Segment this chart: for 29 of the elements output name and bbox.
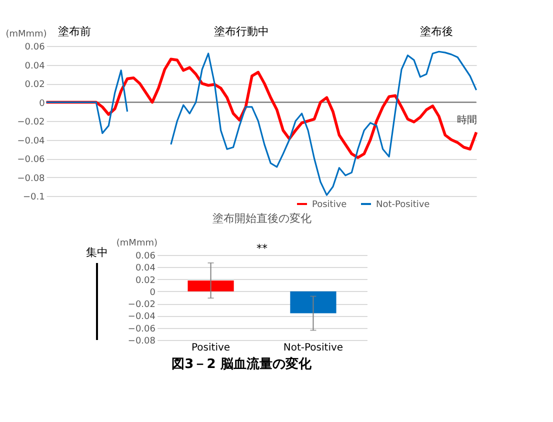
- text: 塗布前: [58, 25, 91, 38]
- y-tick-label: −0.1: [22, 192, 45, 202]
- chart-title: 塗布開始直後の変化: [212, 212, 312, 225]
- y-tick-label: 0.04: [135, 264, 156, 274]
- y-tick-label: −0.06: [17, 155, 46, 165]
- text: **: [256, 242, 268, 255]
- y-tick-label: −0.06: [128, 324, 156, 334]
- y-tick-label: −0.04: [17, 136, 46, 146]
- x-axis-title: 時間: [456, 114, 477, 126]
- y-tick-label: −0.08: [17, 174, 46, 184]
- caption: 図3－2 脳血流量の変化: [172, 356, 312, 372]
- y-tick-label: −0.04: [128, 312, 156, 322]
- text: 集中: [86, 246, 108, 259]
- text: 塗布行動中: [214, 25, 269, 38]
- y-tick-label: 0: [150, 288, 156, 298]
- y-tick-label: −0.08: [128, 336, 156, 346]
- y-tick-label: 0.02: [24, 80, 45, 90]
- y-tick-label: 0.06: [135, 252, 156, 262]
- y-tick-label: 0.02: [135, 276, 156, 286]
- y-tick-label: −0.02: [128, 300, 156, 310]
- text: 塗布後: [420, 25, 453, 38]
- y-tick-label: 0: [39, 98, 46, 109]
- legend-label: Positive: [312, 200, 348, 210]
- y-axis-title: (mMmm): [116, 238, 158, 248]
- y-tick-label: 0.04: [24, 61, 46, 72]
- y-axis-title: (mMmm): [6, 30, 47, 40]
- legend-label: Not-Positive: [376, 200, 430, 210]
- y-tick-label: −0.02: [17, 118, 45, 128]
- y-tick-label: 0.06: [24, 42, 46, 52]
